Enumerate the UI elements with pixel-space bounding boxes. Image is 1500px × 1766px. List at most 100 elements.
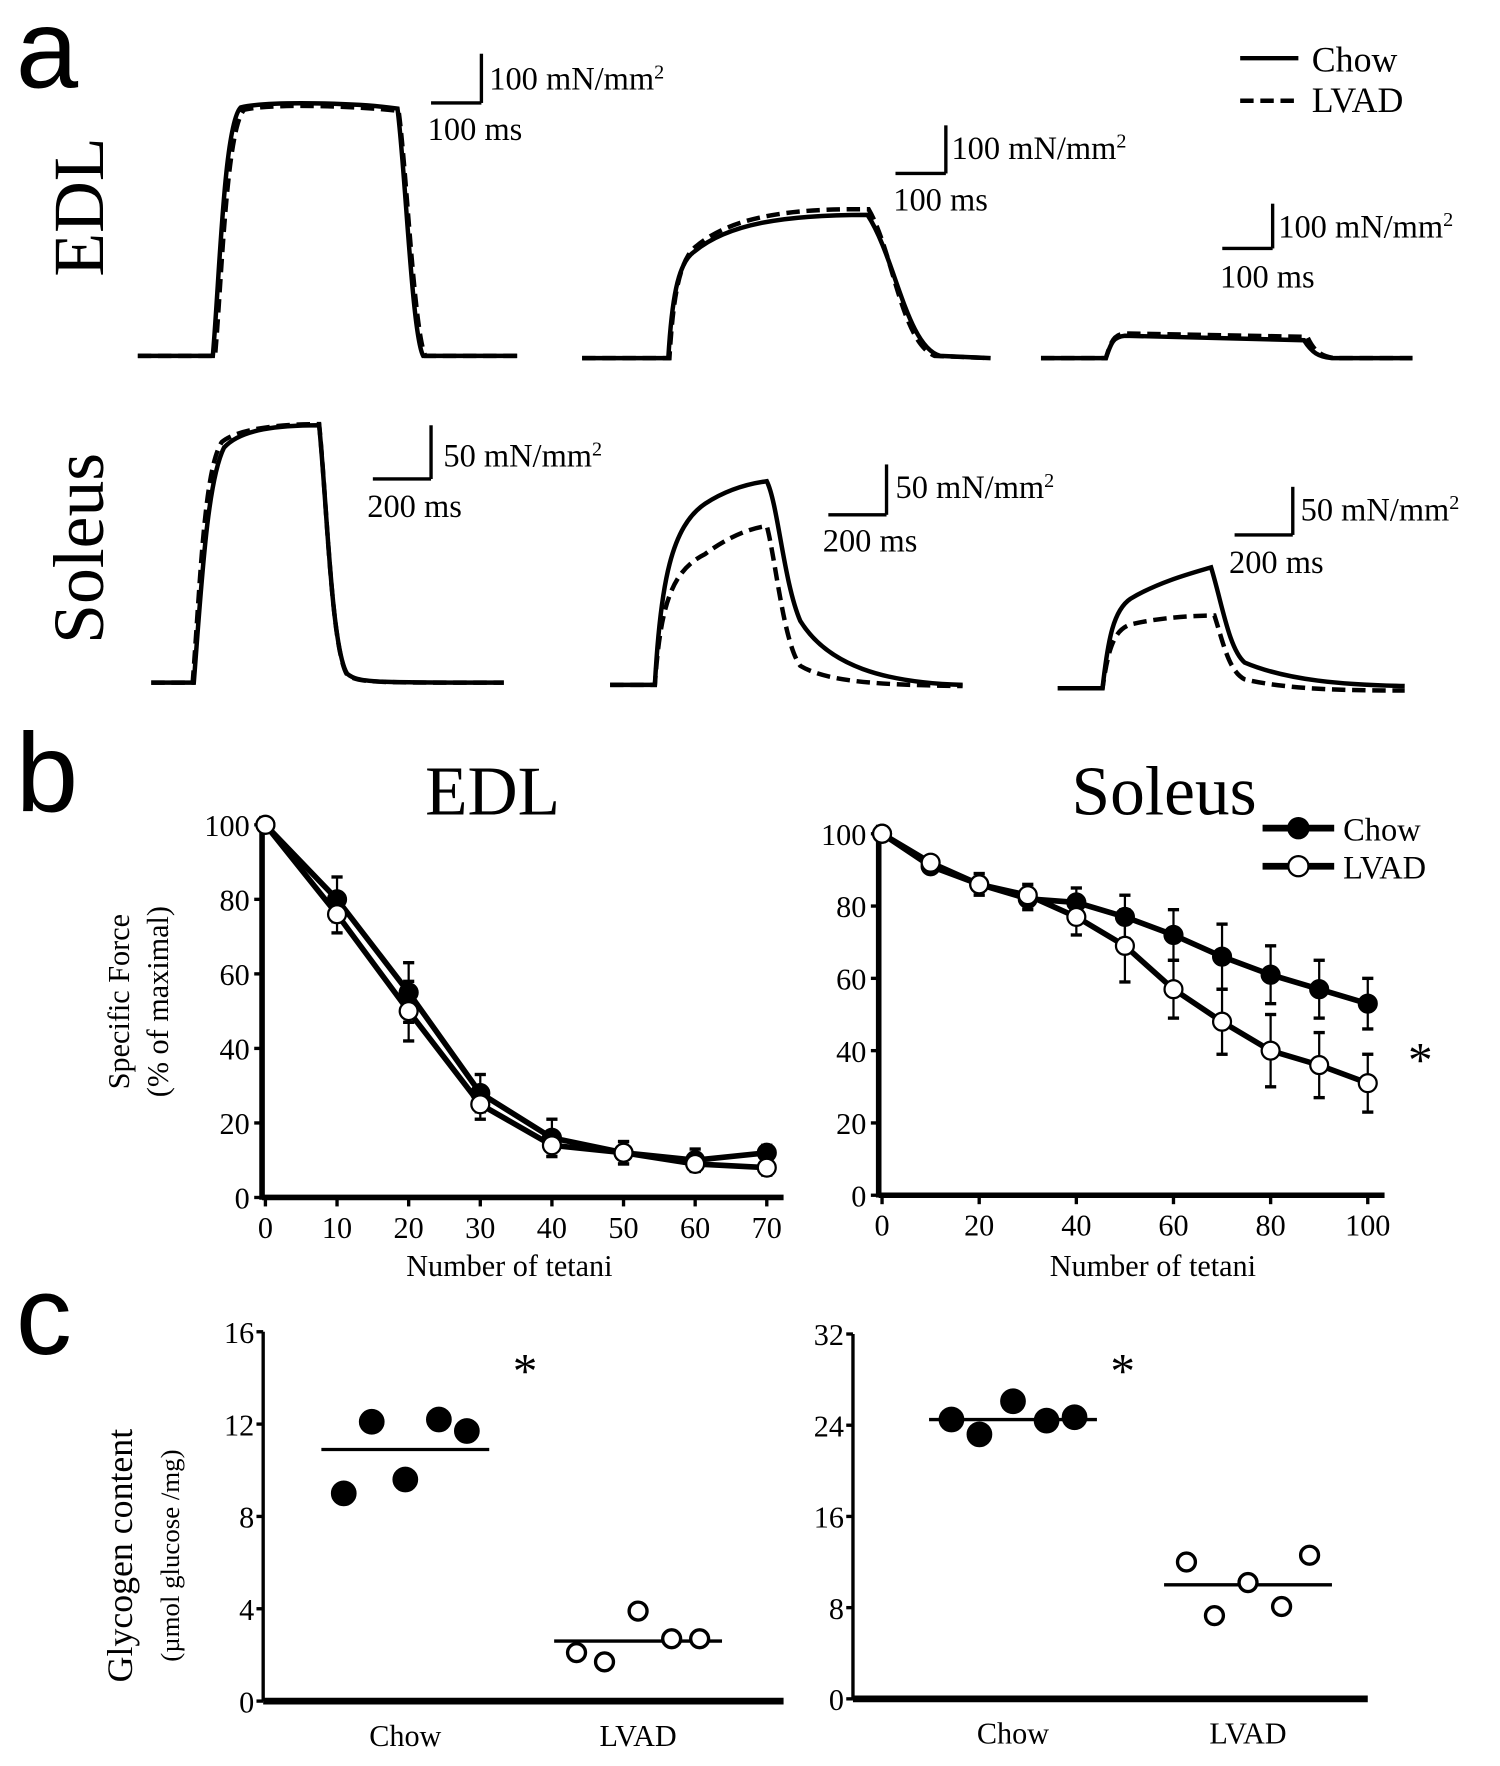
y-tick-label: 100 bbox=[821, 818, 866, 852]
x-category-label: Chow bbox=[977, 1717, 1049, 1751]
trace-chow bbox=[582, 212, 991, 361]
y-tick-label: 40 bbox=[836, 1035, 866, 1069]
data-point-lvad bbox=[685, 1153, 706, 1175]
panel-label-a: a bbox=[16, 0, 79, 111]
data-point-lvad bbox=[1309, 1055, 1330, 1076]
y-tick-label: 60 bbox=[836, 963, 866, 997]
scale-bar-force-label: 50 mN/mm2 bbox=[443, 438, 602, 474]
data-point-chow bbox=[330, 1480, 357, 1507]
scale-bar-time-label: 200 ms bbox=[823, 524, 918, 560]
data-point-chow bbox=[358, 1408, 385, 1435]
y-axis-label-c-unit: (µmol glucose /mg) bbox=[155, 1449, 185, 1661]
panel-label-c: c bbox=[16, 1253, 72, 1378]
legend-chow-label: Chow bbox=[1312, 40, 1398, 80]
data-point-chow bbox=[966, 1421, 993, 1448]
y-tick-label: 16 bbox=[224, 1316, 254, 1350]
scale-bar-time-label: 200 ms bbox=[1229, 545, 1324, 581]
y-axis-label-b: Specific Force bbox=[102, 914, 136, 1089]
data-point-lvad bbox=[613, 1142, 634, 1163]
x-tick-label: 80 bbox=[1256, 1209, 1286, 1243]
x-category-label: LVAD bbox=[599, 1719, 676, 1753]
x-category-label: Chow bbox=[369, 1719, 441, 1753]
y-axis-label-c: Glycogen content bbox=[100, 1429, 140, 1683]
x-category-label: LVAD bbox=[1209, 1717, 1286, 1751]
data-point-lvad bbox=[1066, 906, 1087, 927]
data-point-lvad bbox=[1260, 1040, 1281, 1061]
data-point-lvad bbox=[1237, 1571, 1259, 1594]
data-point-lvad bbox=[627, 1600, 649, 1622]
trace-lvad bbox=[582, 206, 991, 361]
data-point-chow bbox=[1357, 993, 1378, 1014]
data-point-lvad bbox=[661, 1628, 683, 1650]
x-tick-label: 50 bbox=[608, 1211, 638, 1245]
data-point-chow bbox=[426, 1406, 452, 1433]
data-point-lvad bbox=[1163, 979, 1184, 1000]
chart-title-edl: EDL bbox=[425, 754, 560, 831]
significance-asterisk-b: * bbox=[1408, 1033, 1433, 1088]
legend-b-label-chow: Chow bbox=[1343, 812, 1421, 848]
scale-bar-force-label: 100 mN/mm2 bbox=[951, 131, 1126, 167]
data-point-chow bbox=[938, 1406, 965, 1433]
legend-b-marker-lvad bbox=[1287, 855, 1310, 878]
data-point-lvad bbox=[593, 1651, 616, 1673]
y-tick-label: 8 bbox=[239, 1501, 254, 1535]
scale-bar-force-label: 100 mN/mm2 bbox=[1278, 209, 1453, 245]
scale-bar-time-label: 100 ms bbox=[893, 182, 988, 218]
scale-bar-time-label: 200 ms bbox=[367, 489, 462, 525]
data-point-lvad bbox=[398, 1001, 419, 1022]
scale-bar-force-label: 100 mN/mm2 bbox=[489, 61, 664, 97]
y-tick-label: 20 bbox=[836, 1107, 866, 1141]
y-tick-label: 80 bbox=[836, 890, 866, 924]
legend-b-marker-chow bbox=[1287, 816, 1310, 840]
data-point-lvad bbox=[565, 1641, 588, 1664]
y-tick-label: 60 bbox=[220, 958, 250, 992]
data-point-chow bbox=[1033, 1407, 1060, 1434]
data-point-lvad bbox=[1017, 885, 1038, 906]
data-point-chow bbox=[1000, 1388, 1026, 1415]
y-tick-label: 80 bbox=[220, 884, 250, 918]
x-tick-label: 60 bbox=[1158, 1209, 1188, 1243]
y-tick-label: 24 bbox=[814, 1409, 844, 1443]
y-tick-label: 0 bbox=[239, 1685, 254, 1719]
data-point-chow bbox=[453, 1418, 480, 1444]
y-tick-label: 4 bbox=[239, 1593, 254, 1627]
data-point-lvad bbox=[1270, 1595, 1293, 1618]
data-point-chow bbox=[1211, 946, 1233, 967]
data-point-lvad bbox=[1357, 1073, 1378, 1094]
data-point-lvad bbox=[871, 823, 893, 844]
y-tick-label: 32 bbox=[814, 1318, 844, 1352]
data-point-chow bbox=[1061, 1404, 1088, 1431]
legend-b-label-lvad: LVAD bbox=[1343, 851, 1426, 887]
x-tick-label: 20 bbox=[394, 1211, 424, 1245]
x-tick-label: 40 bbox=[537, 1211, 567, 1245]
x-tick-label: 70 bbox=[752, 1211, 782, 1245]
y-tick-label: 40 bbox=[220, 1033, 250, 1067]
legend-a: Chow LVAD bbox=[1240, 40, 1403, 120]
row-label-soleus: Soleus bbox=[40, 453, 119, 644]
trace-lvad bbox=[610, 523, 963, 689]
data-point-lvad bbox=[756, 1157, 777, 1178]
data-point-lvad bbox=[470, 1094, 491, 1115]
data-point-lvad bbox=[920, 852, 941, 873]
data-point-lvad bbox=[1114, 935, 1135, 956]
y-tick-label: 20 bbox=[220, 1107, 250, 1141]
scale-bar-force-label: 50 mN/mm2 bbox=[1301, 492, 1460, 528]
x-tick-label: 40 bbox=[1061, 1209, 1091, 1243]
y-tick-label: 100 bbox=[204, 809, 249, 843]
trace-chow bbox=[1040, 333, 1413, 361]
trace-lvad bbox=[151, 421, 504, 685]
y-tick-label: 0 bbox=[235, 1182, 250, 1216]
x-tick-label: 30 bbox=[465, 1211, 495, 1245]
data-point-chow bbox=[392, 1466, 419, 1493]
significance-asterisk-c-right: * bbox=[1110, 1344, 1135, 1399]
trace-chow bbox=[1057, 564, 1405, 691]
data-point-chow bbox=[1309, 979, 1330, 1000]
data-point-lvad bbox=[326, 904, 348, 925]
x-tick-label: 0 bbox=[258, 1211, 273, 1245]
scale-bar-time-label: 100 ms bbox=[428, 112, 523, 148]
x-tick-label: 100 bbox=[1345, 1209, 1390, 1243]
data-point-chow bbox=[1260, 964, 1281, 985]
panel-label-b: b bbox=[16, 710, 78, 835]
trace-lvad bbox=[1040, 331, 1413, 361]
